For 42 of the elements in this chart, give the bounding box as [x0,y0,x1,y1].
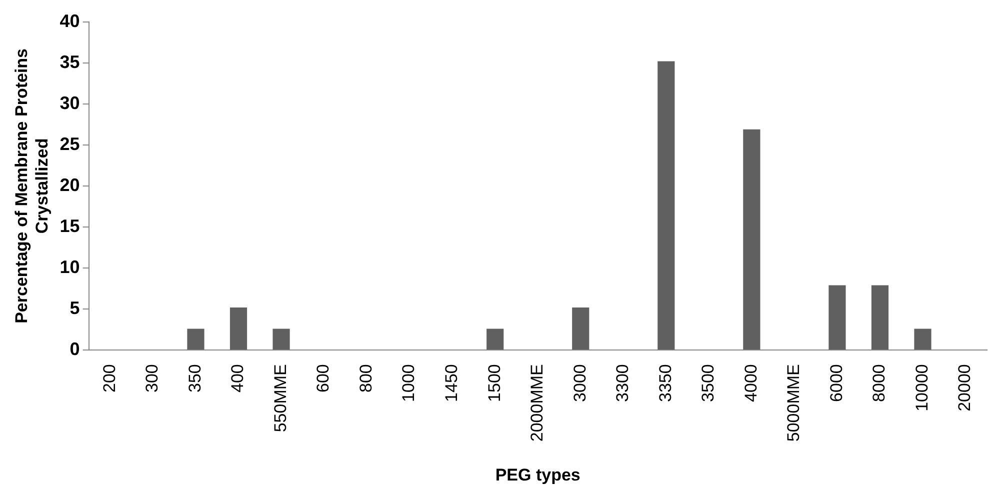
x-tick-label: 1500 [484,364,504,402]
x-tick-label: 8000 [870,364,889,402]
x-tick-label: 5000MME [784,364,804,442]
x-tick-label: 1450 [442,364,462,402]
x-tick-label: 10000 [912,364,932,412]
x-tick-label: 3500 [698,364,718,402]
x-tick-label: 300 [142,364,162,392]
y-tick-label: 35 [60,52,80,72]
y-axis-title: Percentage of Membrane Proteins Crystallized [12,48,52,324]
y-tick-label: 10 [60,257,80,278]
y-tick-label: 20 [60,174,80,195]
x-tick-label: 400 [228,364,248,392]
bar [914,328,932,350]
x-tick-label: 3000 [570,364,590,402]
bar [272,328,290,350]
y-tick-label: 0 [70,339,80,360]
x-tick-label: 4000 [741,364,760,402]
x-axis-title: PEG types [495,465,580,484]
y-tick-label: 5 [70,298,80,318]
x-tick-label: 20000 [955,364,974,412]
x-tick-label: 6000 [826,364,846,402]
bar [743,129,760,350]
x-tick-label: 200 [100,364,119,392]
bar [871,285,889,350]
bar [486,328,504,350]
x-tick-label: 350 [185,364,204,392]
x-tick-label: 1000 [399,364,418,402]
bar [658,61,675,350]
x-tick-label: 2000MME [528,364,547,442]
bar [187,328,204,350]
bar [828,285,846,350]
x-tick-label: 3350 [656,364,675,402]
y-tick-label: 15 [60,216,80,236]
x-tick-label: 600 [314,364,333,392]
bar [230,307,248,350]
x-tick-label: 550MME [270,364,290,432]
bar [572,307,590,350]
y-tick-label: 25 [60,134,80,154]
y-tick-label: 30 [60,92,80,113]
x-tick-label: 800 [356,364,376,392]
y-tick-label: 40 [60,10,80,31]
x-tick-label: 3300 [613,364,632,402]
